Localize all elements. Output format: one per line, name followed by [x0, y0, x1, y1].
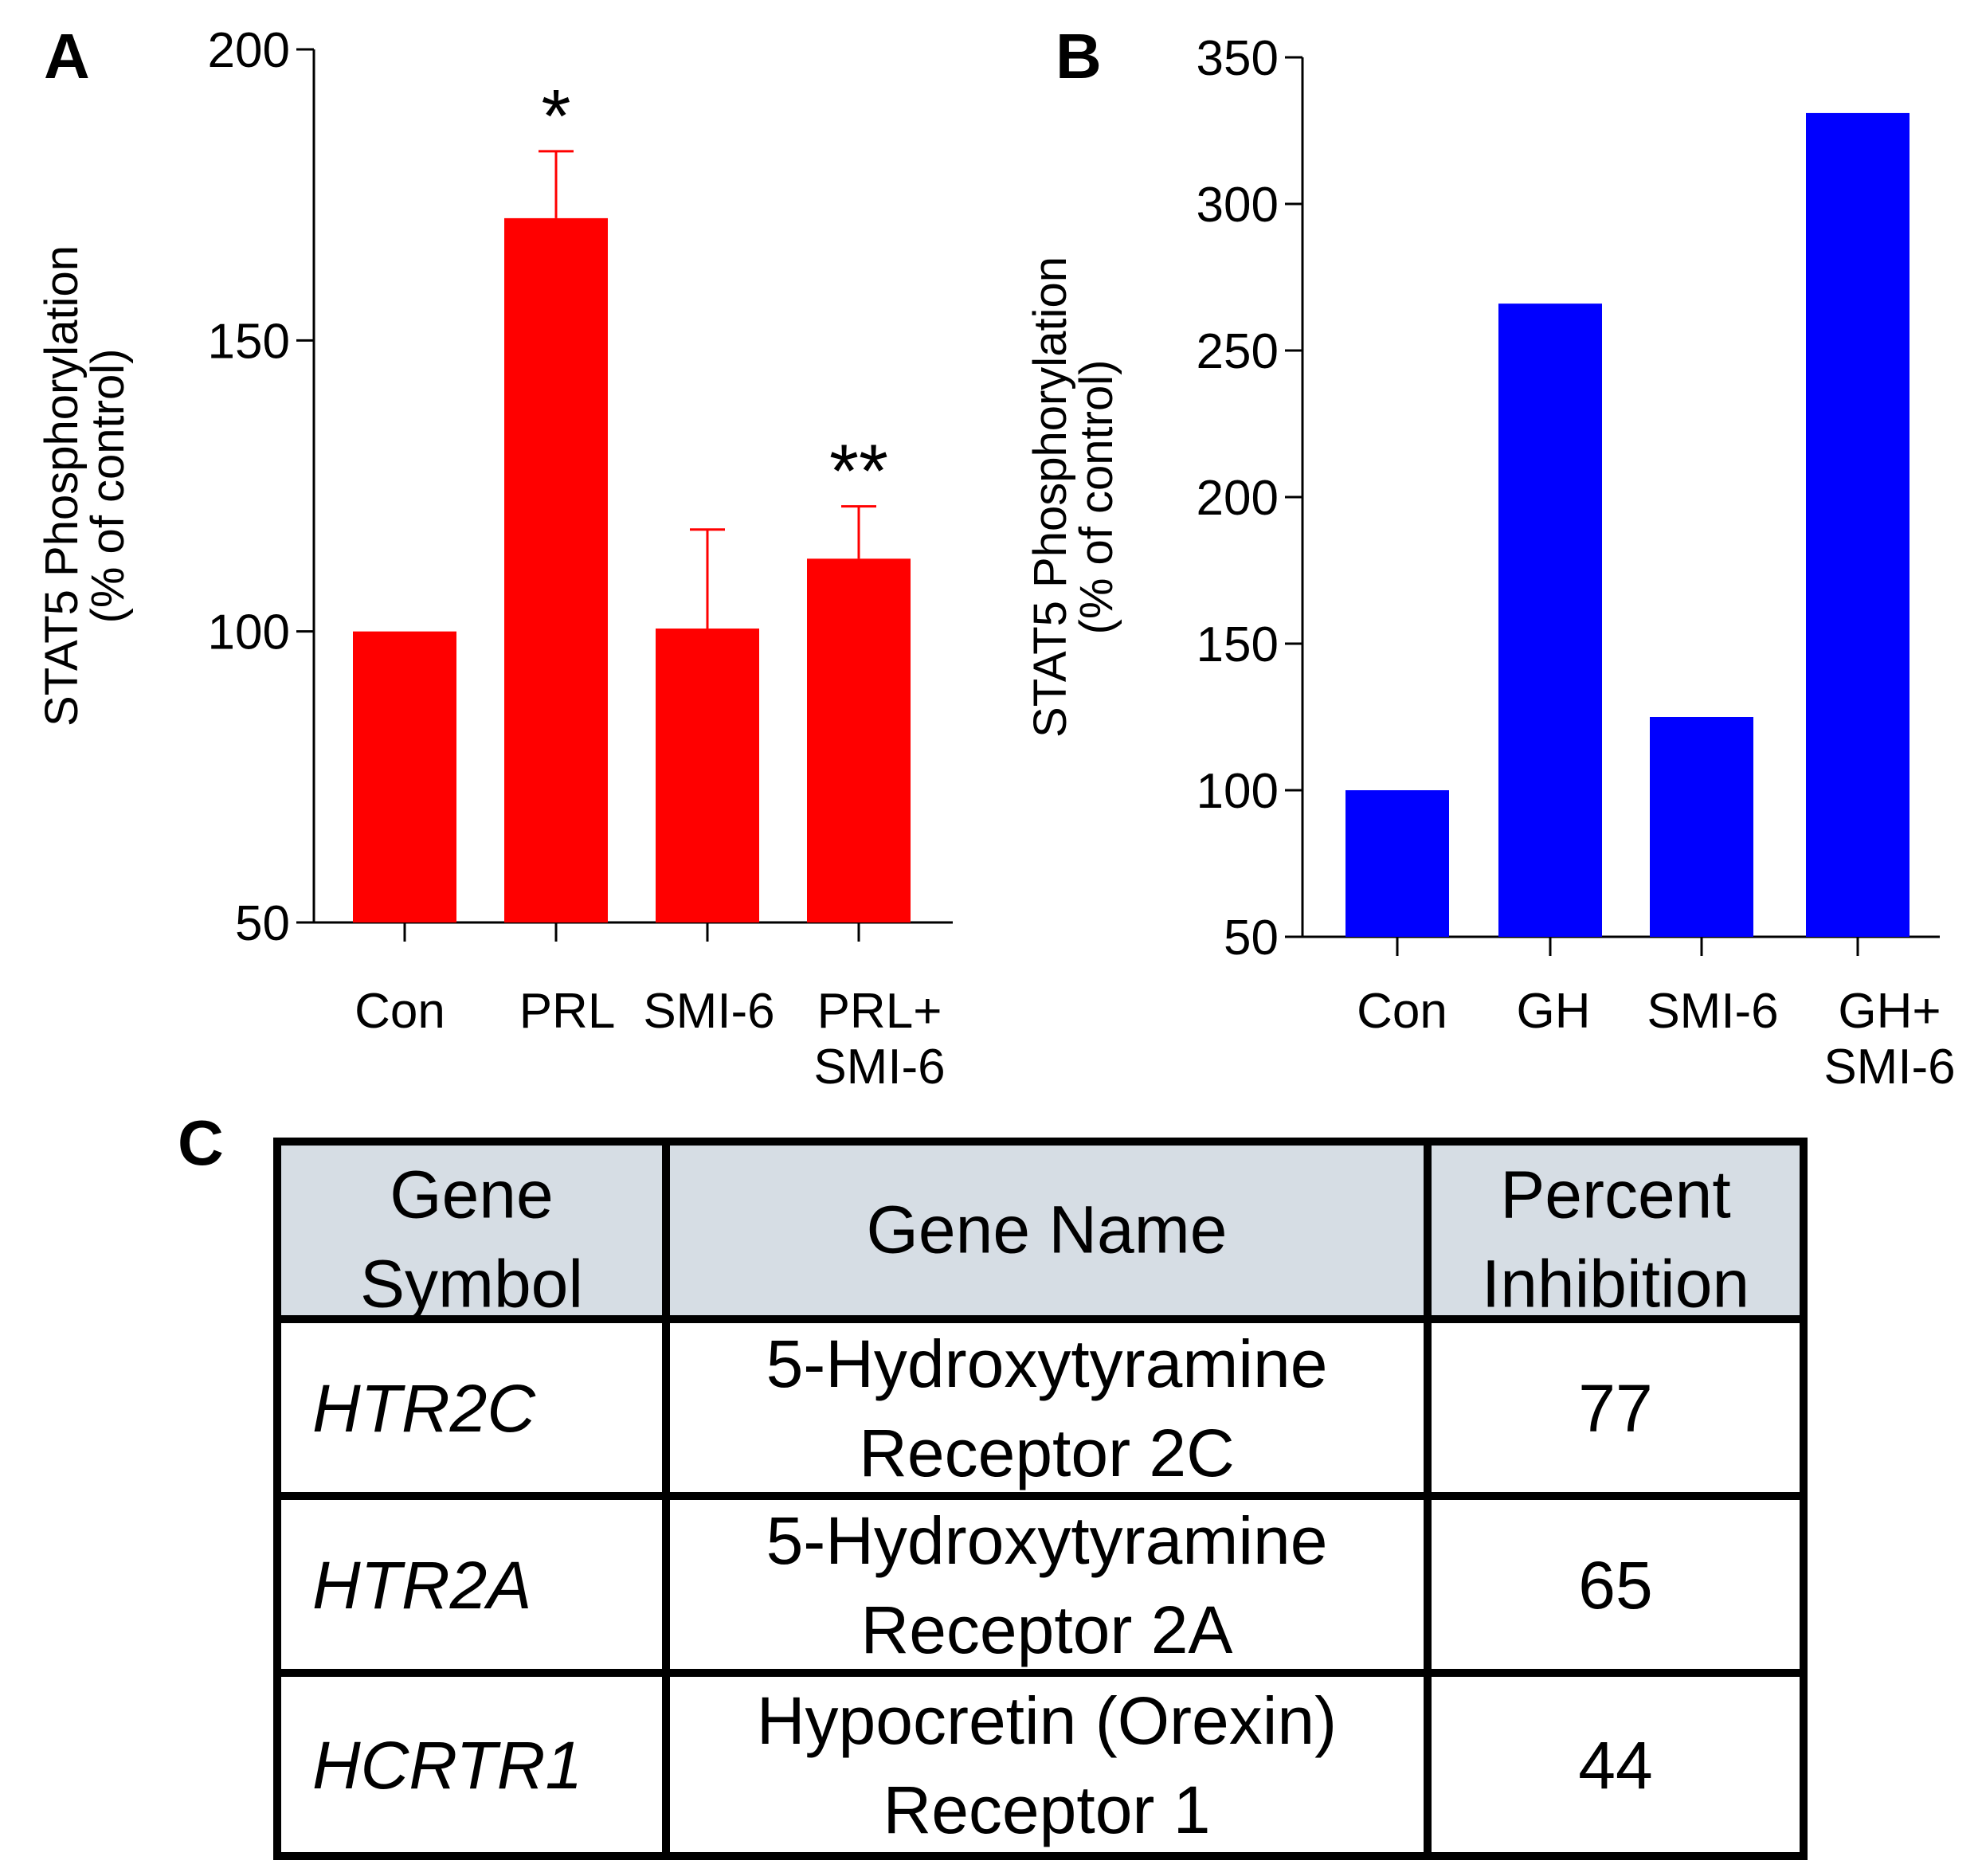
gene-name-cell: 5-Hydroxytyramine	[766, 1326, 1328, 1401]
gene-name-cell: 5-Hydroxytyramine	[766, 1503, 1328, 1578]
panel-label: B	[1056, 21, 1102, 92]
panel-c-table: C Gene Symbol Gene Name Percent Inhibition HTR…	[178, 1107, 1808, 1860]
table-header-cell: Gene	[390, 1157, 554, 1232]
y-tick-label: 100	[1197, 764, 1279, 819]
gene-name-cell: Hypocretin (Orexin)	[757, 1683, 1337, 1758]
significance-marker: **	[829, 429, 888, 514]
percent-inhibition-cell: 65	[1578, 1548, 1652, 1623]
panel-a-chart: A 50 100 150 200 STAT5 Phosphorylation(% of c…	[36, 21, 953, 1095]
gene-name-cell: Receptor 1	[883, 1772, 1211, 1847]
panel-label: A	[44, 21, 90, 92]
gene-symbol-cell: HCRTR1	[312, 1728, 582, 1803]
percent-inhibition-cell: 77	[1578, 1371, 1652, 1446]
bar	[1806, 112, 1910, 937]
table-header-cell: Gene Name	[867, 1193, 1228, 1267]
y-tick-label: 100	[208, 605, 290, 660]
bar	[1650, 717, 1753, 937]
table-header-background	[277, 1142, 1804, 1319]
bar	[1498, 304, 1602, 937]
y-tick-label: 250	[1197, 324, 1279, 379]
bar	[353, 631, 456, 922]
bar	[807, 558, 911, 922]
table-header-cell: Percent	[1500, 1157, 1731, 1232]
y-tick-label: 350	[1197, 31, 1279, 86]
x-category-label: PRL+	[817, 984, 942, 1039]
bar	[656, 629, 759, 922]
gene-name-cell: Receptor 2A	[861, 1592, 1233, 1667]
x-category-label: GH	[1517, 984, 1591, 1039]
table-header-cell: Inhibition	[1482, 1247, 1749, 1322]
y-tick-label: 50	[235, 896, 290, 951]
x-category-label: SMI-6	[813, 1040, 945, 1095]
x-category-label: SMI-6	[1823, 1040, 1955, 1095]
y-tick-label: 200	[208, 23, 290, 78]
x-category-label: PRL	[519, 984, 616, 1039]
x-category-label: Con	[1357, 984, 1447, 1039]
table-header-cell: Symbol	[360, 1247, 583, 1322]
y-tick-label: 150	[1197, 617, 1279, 672]
y-tick-label: 50	[1224, 911, 1279, 965]
y-axis-title: STAT5 Phosphorylation	[36, 245, 88, 727]
y-tick-label: 300	[1197, 178, 1279, 233]
significance-marker: *	[542, 74, 571, 159]
panel-b-chart: B 50 100 150 200 250 300 350 STAT5 Phosphorylati…	[1024, 21, 1956, 1095]
y-axis-title: (% of control)	[1071, 360, 1122, 635]
y-axis-title: (% of control)	[82, 349, 134, 624]
x-category-label: SMI-6	[643, 984, 774, 1039]
y-axis-title: STAT5 Phosphorylation	[1024, 257, 1076, 738]
gene-name-cell: Receptor 2C	[859, 1416, 1235, 1490]
gene-symbol-cell: HTR2C	[312, 1371, 536, 1446]
y-tick-label: 200	[1197, 471, 1279, 526]
gene-symbol-cell: HTR2A	[312, 1548, 531, 1623]
x-category-label: GH+	[1838, 984, 1941, 1039]
panel-label: C	[178, 1107, 224, 1178]
percent-inhibition-cell: 44	[1578, 1728, 1652, 1803]
bar	[504, 217, 608, 923]
y-tick-label: 150	[208, 314, 290, 369]
x-category-label: SMI-6	[1647, 984, 1778, 1039]
bar	[1345, 790, 1449, 937]
x-category-label: Con	[354, 984, 445, 1039]
